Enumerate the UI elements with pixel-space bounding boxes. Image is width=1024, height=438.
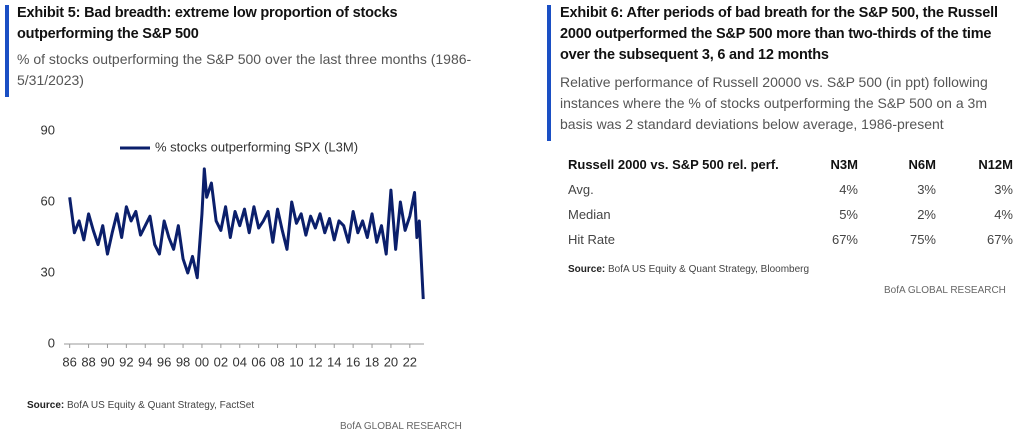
- x-tick-label: 10: [289, 354, 303, 369]
- x-tick-label: 90: [100, 354, 114, 369]
- y-tick-label: 90: [41, 122, 55, 137]
- table-cell: Avg.: [568, 182, 594, 197]
- table-cell: Hit Rate: [568, 232, 615, 247]
- x-tick-label: 14: [327, 354, 341, 369]
- x-tick-label: 18: [365, 354, 379, 369]
- x-tick-label: 98: [176, 354, 190, 369]
- source-text: BofA US Equity & Quant Strategy, Bloombe…: [608, 264, 810, 275]
- table-header-cell: Russell 2000 vs. S&P 500 rel. perf.: [568, 157, 779, 172]
- exhibit-title: Exhibit 5: Bad breadth: extreme low prop…: [17, 5, 398, 42]
- exhibit-subtitle: % of stocks outperforming the S&P 500 ov…: [17, 51, 472, 88]
- chart: 0 30 60 90 86 88 90 92 94 96 98 00 02 04 06 08 10 12 14 16 1…: [41, 122, 425, 369]
- footer: BofA GLOBAL RESEARCH: [884, 285, 1006, 296]
- accent-bar: [5, 5, 9, 97]
- accent-bar: [547, 5, 551, 141]
- table-cell: 75%: [909, 232, 936, 247]
- y-tick-label: 0: [48, 335, 55, 350]
- line: [68, 167, 425, 300]
- source-text: BofA US Equity & Quant Strategy, FactSet: [67, 400, 255, 411]
- table-cell: 3%: [917, 182, 936, 197]
- x-tick-label: 08: [270, 354, 284, 369]
- legend-label: % stocks outperforming SPX (L3M): [155, 139, 358, 154]
- source-label: Source:: [27, 400, 65, 411]
- source: Source: BofA US Equity & Quant Strategy,…: [27, 400, 254, 411]
- x-tick-label: 00: [195, 354, 209, 369]
- table-cell: 5%: [839, 207, 858, 222]
- y-tick-label: 60: [41, 193, 55, 208]
- x-tick-label: 20: [384, 354, 398, 369]
- table-header-cell: N3M: [830, 157, 858, 172]
- x-tick-label: 88: [81, 354, 95, 369]
- table-cell: Median: [568, 207, 611, 222]
- source: Source: BofA US Equity & Quant Strategy,…: [568, 264, 809, 275]
- x-tick-label: 12: [308, 354, 322, 369]
- x-tick-label: 22: [403, 354, 417, 369]
- x-tick-label: 96: [157, 354, 171, 369]
- table-cell: 3%: [994, 182, 1013, 197]
- table-cell: 67%: [986, 232, 1013, 247]
- x-tick-label: 92: [119, 354, 133, 369]
- x-tick-label: 86: [62, 354, 76, 369]
- exhibit-subtitle: Relative performance of Russell 20000 vs…: [560, 74, 988, 132]
- table-cell: 2%: [917, 207, 936, 222]
- table-header-cell: N12M: [978, 157, 1013, 172]
- x-tick-label: 04: [233, 354, 247, 369]
- table-cell: 4%: [839, 182, 858, 197]
- footer: BofA GLOBAL RESEARCH: [340, 421, 462, 432]
- table-header-cell: N6M: [908, 157, 936, 172]
- table-cell: 67%: [831, 232, 858, 247]
- x-tick-label: 16: [346, 354, 360, 369]
- y-tick-label: 30: [41, 264, 55, 279]
- exhibit-title: Exhibit 6: After periods of bad breath f…: [560, 5, 998, 63]
- table-cell: 4%: [994, 207, 1013, 222]
- source-label: Source:: [568, 264, 606, 275]
- x-tick-label: 06: [251, 354, 265, 369]
- x-tick-label: 94: [138, 354, 152, 369]
- x-tick-label: 02: [214, 354, 228, 369]
